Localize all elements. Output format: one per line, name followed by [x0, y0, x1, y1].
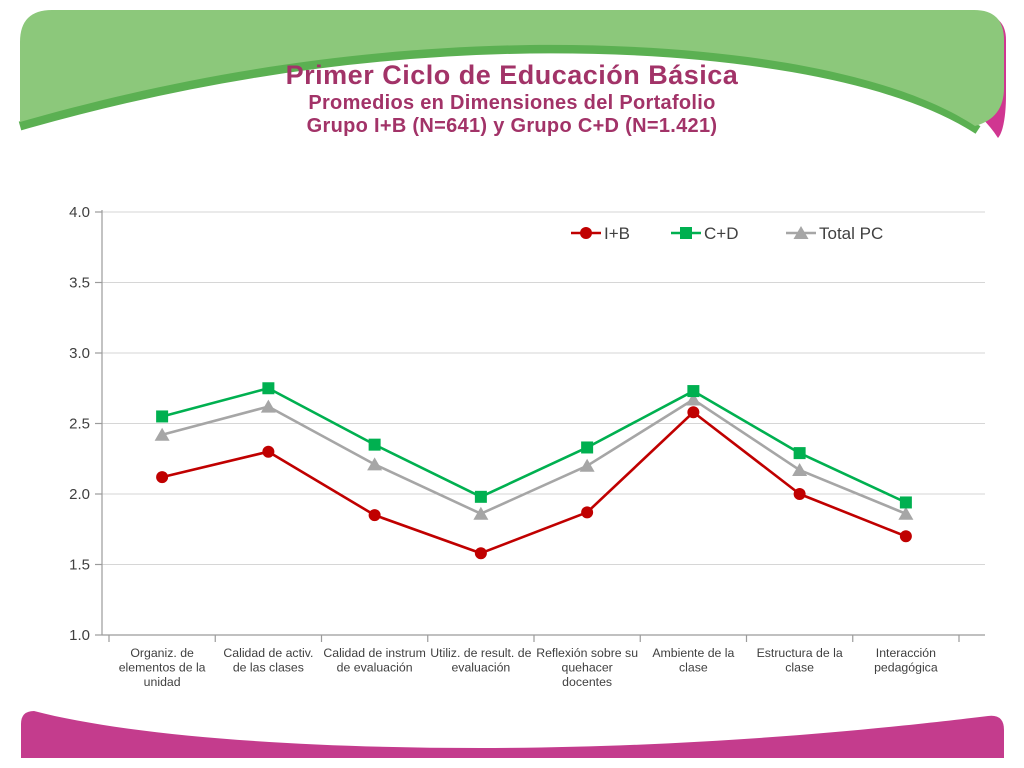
x-category-label: Calidad de activ. de las clases: [223, 646, 313, 675]
y-tick-label: 3.0: [69, 345, 90, 362]
legend-item-total-pc: Total PC: [786, 224, 883, 243]
y-tick-label: 2.5: [69, 416, 90, 433]
top-swoosh-green-body: [20, 10, 1004, 126]
x-category-label: Ambiente de la clase: [652, 646, 734, 675]
chart-gridlines: [102, 211, 985, 565]
x-category-label: Interacción pedagógica: [874, 646, 938, 675]
y-tick-label: 1.0: [69, 627, 90, 644]
x-category-label: Utiliz. de result. de evaluación: [430, 646, 531, 675]
chart-legend: I+B C+D Total PC: [571, 224, 883, 243]
portfolio-dimensions-chart: 1.0 1.5 2.0 2.5 3.0 3.5 4.0 Organiz. de elemento…: [50, 190, 1010, 695]
x-axis-ticks: [108, 635, 960, 642]
legend-label: C+D: [704, 224, 738, 243]
chart-svg: 1.0 1.5 2.0 2.5 3.0 3.5 4.0 Organiz. de elemento…: [69, 204, 985, 689]
y-axis-labels: 1.0 1.5 2.0 2.5 3.0 3.5 4.0: [69, 204, 102, 644]
series-i+b: [156, 406, 912, 560]
legend-item-c+d: C+D: [671, 224, 738, 243]
top-swoosh-decoration: [18, 10, 1006, 138]
slide-title: Primer Ciclo de Educación Básica: [285, 60, 739, 90]
x-category-label: Organiz. de elementos de la unidad: [119, 646, 206, 689]
bottom-swoosh-pink-band: [21, 711, 1004, 758]
y-tick-label: 4.0: [69, 204, 90, 221]
y-tick-label: 3.5: [69, 275, 90, 292]
x-axis-labels: Organiz. de elementos de la unidad Calidad …: [119, 646, 938, 689]
bottom-swoosh-decoration: [21, 711, 1004, 758]
series-total-pc: [154, 392, 914, 520]
chart-axes: [101, 210, 985, 636]
top-swoosh-green-edge: [18, 44, 981, 134]
y-tick-label: 2.0: [69, 486, 90, 503]
series-c+d: [156, 382, 912, 509]
legend-label: Total PC: [819, 224, 883, 243]
legend-item-i+b: I+B: [571, 224, 630, 243]
slide-title-block: Primer Ciclo de Educación Básica Promedi…: [0, 60, 1024, 139]
y-tick-label: 1.5: [69, 557, 90, 574]
x-category-label: Calidad de instrum de evaluación: [323, 646, 426, 675]
x-category-label: Reflexión sobre su quehacer docentes: [536, 646, 638, 689]
slide-subtitle-1: Promedios en Dimensiones del Portafolio: [308, 91, 716, 114]
legend-label: I+B: [604, 224, 630, 243]
x-category-label: Estructura de la clase: [757, 646, 843, 675]
slide-subtitle-2: Grupo I+B (N=641) y Grupo C+D (N=1.421): [306, 115, 718, 138]
